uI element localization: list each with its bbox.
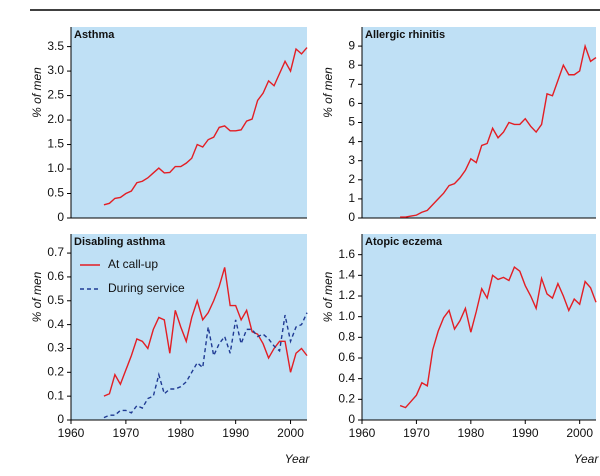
y-tick-label: 1.0	[338, 309, 355, 323]
x-tick-label: 2000	[566, 426, 593, 440]
y-tick-label: 0.5	[47, 293, 64, 307]
y-axis-label: % of men	[321, 67, 335, 118]
x-tick-label: 1970	[113, 426, 140, 440]
y-tick-label: 6	[348, 96, 355, 110]
data-line	[103, 47, 308, 206]
y-tick-label: 3	[348, 153, 355, 167]
x-tick-label: 1970	[403, 426, 430, 440]
y-tick-label: 1.6	[338, 247, 355, 261]
y-axis-label: % of men	[321, 271, 335, 322]
x-axis-label: Year	[285, 452, 311, 466]
y-axis-label: % of men	[30, 271, 44, 322]
y-tick-label: 0.6	[47, 269, 64, 283]
x-tick-label: 1990	[512, 426, 539, 440]
plot-area	[362, 27, 596, 218]
panel-title: Asthma	[74, 29, 115, 41]
data-line	[399, 265, 597, 409]
x-tick-label: 1990	[222, 426, 249, 440]
panel-title: Disabling asthma	[74, 236, 166, 248]
y-tick-label: 4	[348, 134, 355, 148]
y-tick-label: 2.0	[47, 112, 64, 126]
y-tick-label: 0	[348, 210, 355, 224]
y-tick-label: 1.0	[47, 161, 64, 175]
plot-area	[71, 27, 307, 218]
y-tick-label: 7	[348, 76, 355, 90]
y-tick-label: 0.7	[47, 245, 64, 259]
x-tick-label: 2000	[277, 426, 304, 440]
y-tick-label: 0.4	[47, 317, 64, 331]
y-tick-label: 1.5	[47, 137, 64, 151]
y-tick-label: 0	[57, 412, 64, 426]
y-tick-label: 9	[348, 38, 355, 52]
y-tick-label: 0.4	[338, 371, 355, 385]
panel-title: Allergic rhinitis	[365, 29, 445, 41]
y-tick-label: 1	[348, 191, 355, 205]
x-tick-label: 1960	[349, 426, 376, 440]
y-tick-label: 0.2	[47, 364, 64, 378]
y-tick-label: 0.6	[338, 350, 355, 364]
y-tick-label: 0.3	[47, 341, 64, 355]
data-line	[103, 267, 308, 397]
legend-label: At call-up	[108, 257, 158, 271]
y-tick-label: 1.4	[338, 268, 355, 282]
data-line	[400, 43, 597, 218]
y-tick-label: 0	[57, 210, 64, 224]
y-tick-label: 0.5	[47, 186, 64, 200]
y-tick-label: 0.8	[338, 330, 355, 344]
y-tick-label: 1.2	[338, 288, 355, 302]
y-tick-label: 8	[348, 57, 355, 71]
x-tick-label: 1960	[58, 426, 85, 440]
y-axis-label: % of men	[30, 67, 44, 118]
y-tick-label: 0	[348, 412, 355, 426]
plot-area	[362, 234, 596, 420]
y-tick-label: 3.0	[47, 63, 64, 77]
legend-label: During service	[108, 281, 185, 295]
y-tick-label: 2.5	[47, 88, 64, 102]
x-axis-label: Year	[574, 452, 600, 466]
y-tick-label: 5	[348, 115, 355, 129]
y-tick-label: 3.5	[47, 39, 64, 53]
x-tick-label: 1980	[457, 426, 484, 440]
x-tick-label: 1980	[167, 426, 194, 440]
panel-title: Atopic eczema	[365, 236, 443, 248]
y-tick-label: 0.1	[47, 388, 64, 402]
y-tick-label: 0.2	[338, 392, 355, 406]
data-line	[103, 312, 308, 419]
y-tick-label: 2	[348, 172, 355, 186]
